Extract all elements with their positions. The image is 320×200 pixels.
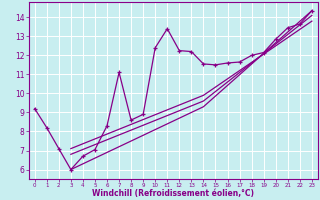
X-axis label: Windchill (Refroidissement éolien,°C): Windchill (Refroidissement éolien,°C) [92, 189, 254, 198]
